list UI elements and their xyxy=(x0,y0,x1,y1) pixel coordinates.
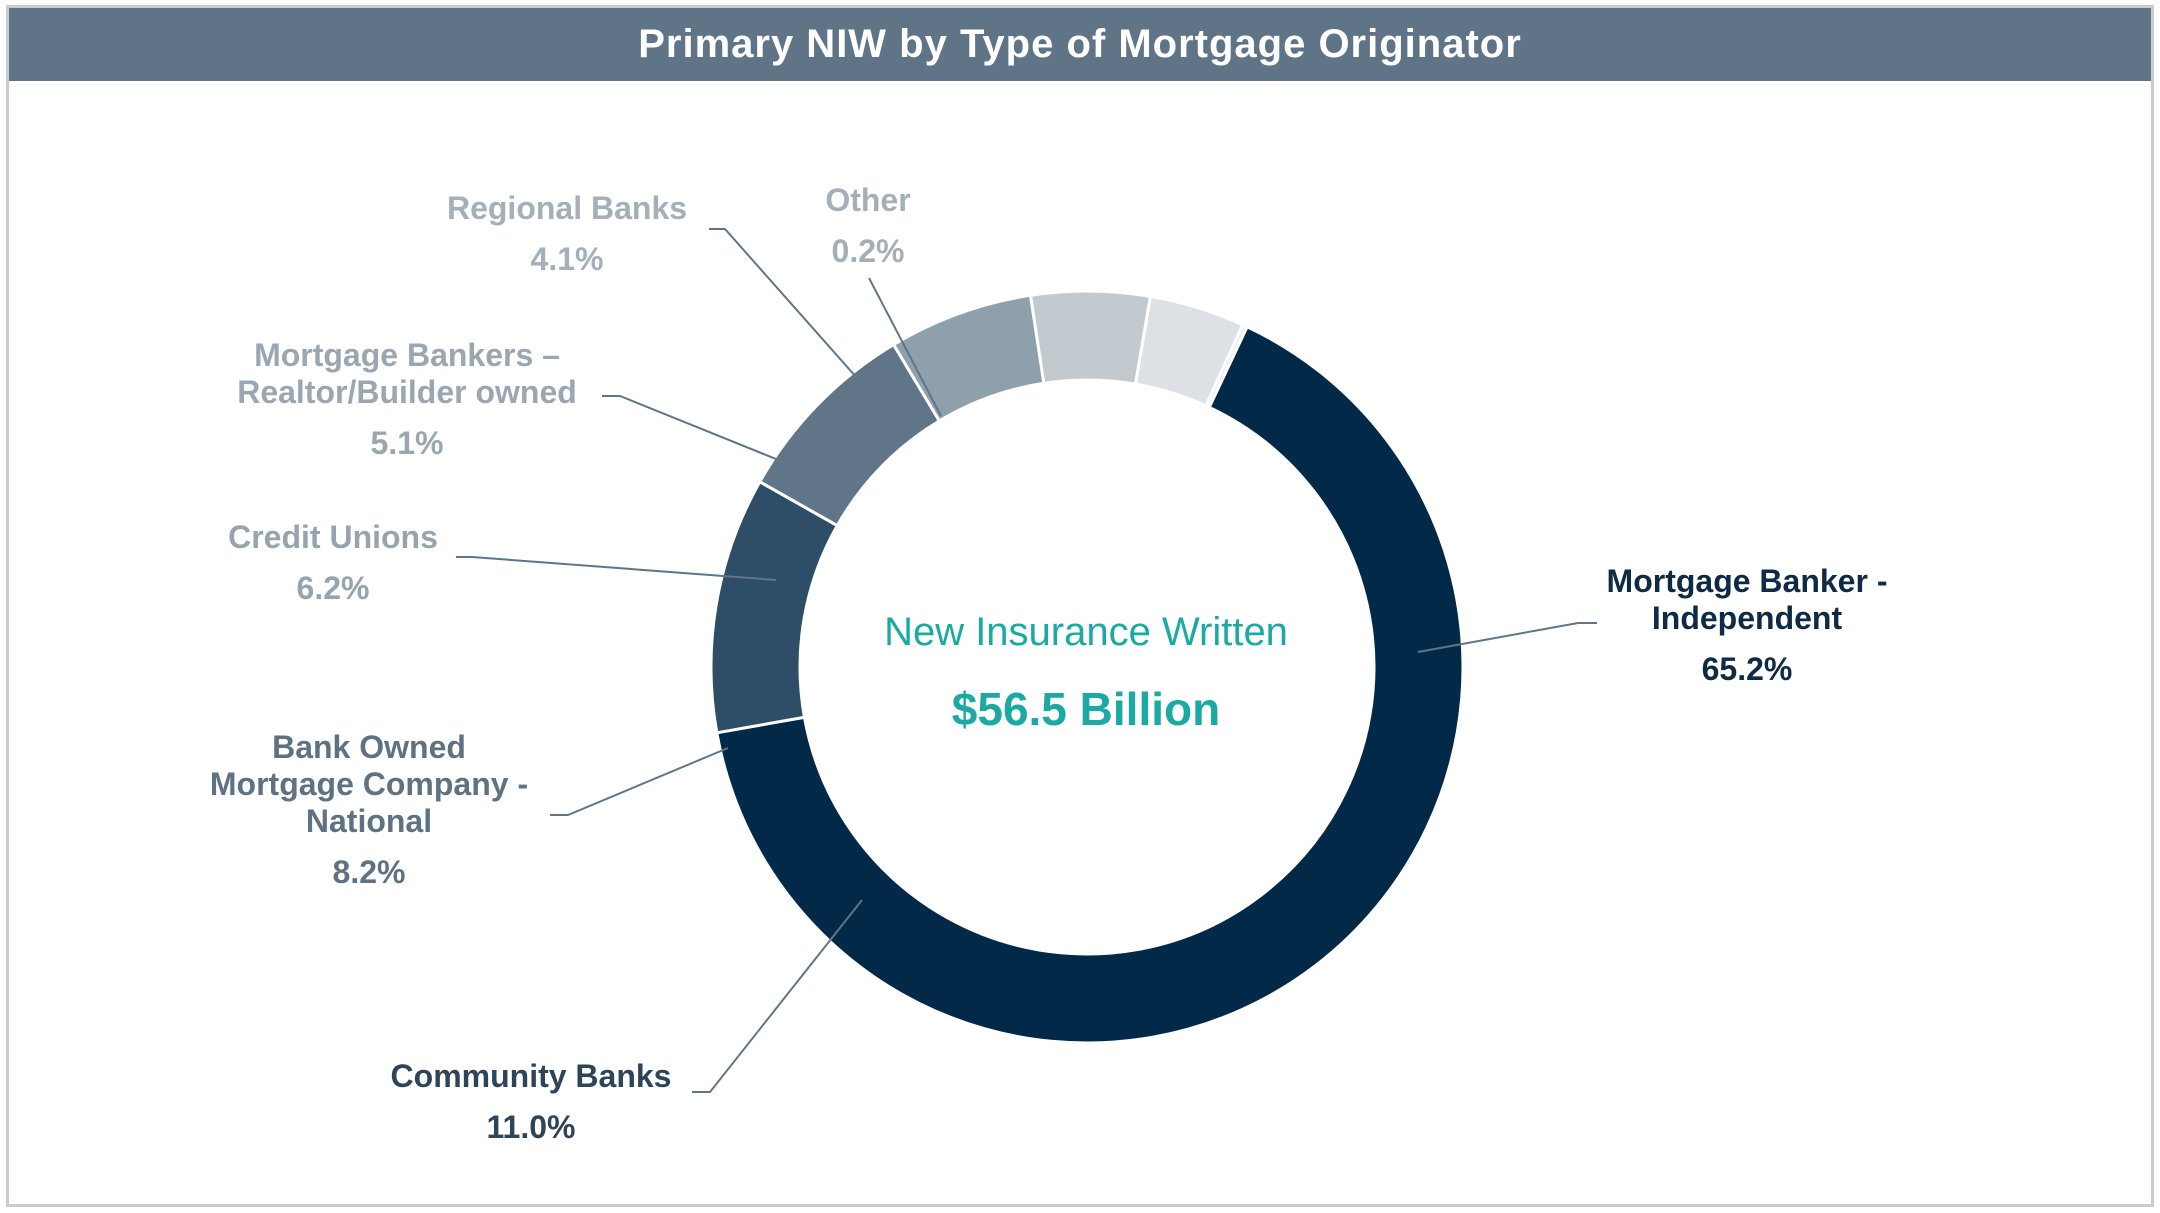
label-bank-owned-mortgage-company-national: Bank Owned Mortgage Company -National 8.2% xyxy=(210,729,528,890)
center-label: New Insurance Written xyxy=(884,610,1288,654)
label-credit-unions: Credit Unions 6.2% xyxy=(228,519,438,606)
label-line: Independent xyxy=(1652,600,1843,636)
slice-other xyxy=(1203,322,1250,410)
leader-line-mortgage-bankers-realtor-builder-owned xyxy=(602,395,824,479)
label-percent: 0.2% xyxy=(832,233,905,269)
leader-line-credit-unions xyxy=(456,556,777,581)
label-percent: 8.2% xyxy=(333,854,406,890)
label-mortgage-bankers-realtor-builder-owned: Mortgage Bankers – Realtor/Builder owned 5… xyxy=(237,337,577,461)
label-line: Mortgage Bankers – xyxy=(254,337,560,373)
chart-title-bar: Primary NIW by Type of Mortgage Originat… xyxy=(9,8,2151,81)
label-mortgage-banker-independent: Mortgage Banker -Independent 65.2% xyxy=(1607,563,1888,687)
labels-layer: Mortgage Banker -Independent 65.2% Communi… xyxy=(210,182,1888,1145)
slice-mortgage-bankers-realtor-builder-owned xyxy=(1028,289,1153,386)
label-other: Other 0.2% xyxy=(825,182,910,269)
label-percent: 6.2% xyxy=(297,570,370,606)
chart-title: Primary NIW by Type of Mortgage Originat… xyxy=(638,22,1522,66)
label-regional-banks: Regional Banks 4.1% xyxy=(447,190,687,277)
leader-line-bank-owned-mortgage-company-national xyxy=(550,747,729,816)
label-line: Other xyxy=(825,182,910,218)
leader-line-community-banks xyxy=(692,899,863,1093)
leader-line-regional-banks xyxy=(709,228,889,414)
leader-lines-layer xyxy=(456,228,1597,1093)
center-value: $56.5 Billion xyxy=(952,683,1220,735)
label-community-banks: Community Banks 11.0% xyxy=(391,1058,672,1145)
label-line: Community Banks xyxy=(391,1058,672,1094)
label-line: Mortgage Company - xyxy=(210,766,528,802)
label-line: Mortgage Banker - xyxy=(1607,563,1888,599)
label-line: Credit Unions xyxy=(228,519,438,555)
slices-layer xyxy=(709,289,1465,1045)
label-line: Bank Owned xyxy=(272,729,466,765)
leader-line-mortgage-banker-independent xyxy=(1417,622,1597,653)
slice-community-banks xyxy=(709,479,840,735)
label-percent: 4.1% xyxy=(531,241,604,277)
label-percent: 5.1% xyxy=(371,425,444,461)
label-line: National xyxy=(306,803,432,839)
label-percent: 11.0% xyxy=(487,1109,576,1145)
label-percent: 65.2% xyxy=(1702,651,1793,687)
leader-line-other xyxy=(868,277,942,417)
slice-mortgage-banker-independent xyxy=(715,324,1465,1045)
label-line: Regional Banks xyxy=(447,190,687,226)
label-line: Realtor/Builder owned xyxy=(237,374,577,410)
